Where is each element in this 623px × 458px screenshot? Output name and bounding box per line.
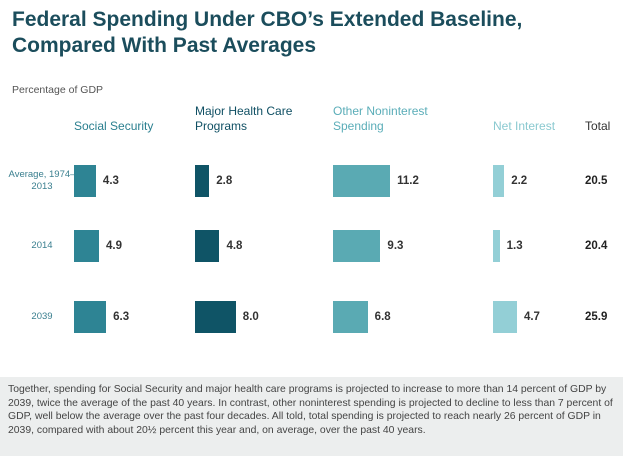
- value-label: 11.2: [397, 175, 419, 187]
- bar: [333, 301, 368, 333]
- bar: [74, 230, 99, 262]
- value-label: 2.2: [511, 175, 528, 187]
- chart-subtitle: Percentage of GDP: [12, 84, 104, 96]
- value-label: 6.8: [374, 311, 391, 323]
- value-label: 4.7: [523, 311, 540, 323]
- note: Together, spending for Social Security a…: [0, 377, 623, 456]
- value-label: 2.8: [216, 175, 233, 187]
- bar: [74, 301, 107, 333]
- bar: [195, 165, 210, 197]
- bar: [493, 230, 500, 262]
- chart-title: Federal Spending Under CBO’s Extended Ba…: [12, 8, 523, 57]
- value-label: 8.0: [242, 311, 259, 323]
- bar: [333, 165, 391, 197]
- total-value: 25.9: [585, 311, 608, 323]
- total-header: Total: [585, 119, 611, 133]
- row-label: 2039: [31, 311, 53, 322]
- bar: [195, 301, 236, 333]
- total-value: 20.5: [585, 175, 608, 187]
- series-header: Social Security: [74, 119, 154, 133]
- series-header: Other Noninterest Spending: [333, 104, 428, 133]
- value-label: 4.8: [226, 240, 243, 252]
- bar: [333, 230, 381, 262]
- bar: [493, 301, 517, 333]
- row-label: Average, 1974–2013: [8, 169, 76, 192]
- value-label: 1.3: [506, 240, 523, 252]
- value-label: 4.3: [102, 175, 119, 187]
- series-header: Major Health Care Programs: [195, 104, 293, 133]
- value-label: 6.3: [113, 311, 130, 323]
- series-header: Net Interest: [493, 119, 556, 133]
- value-label: 9.3: [387, 240, 404, 252]
- bar: [195, 230, 220, 262]
- bar: [74, 165, 96, 197]
- bar: [493, 165, 505, 197]
- value-label: 4.9: [105, 240, 122, 252]
- total-value: 20.4: [585, 240, 608, 252]
- row-label: 2014: [31, 240, 53, 251]
